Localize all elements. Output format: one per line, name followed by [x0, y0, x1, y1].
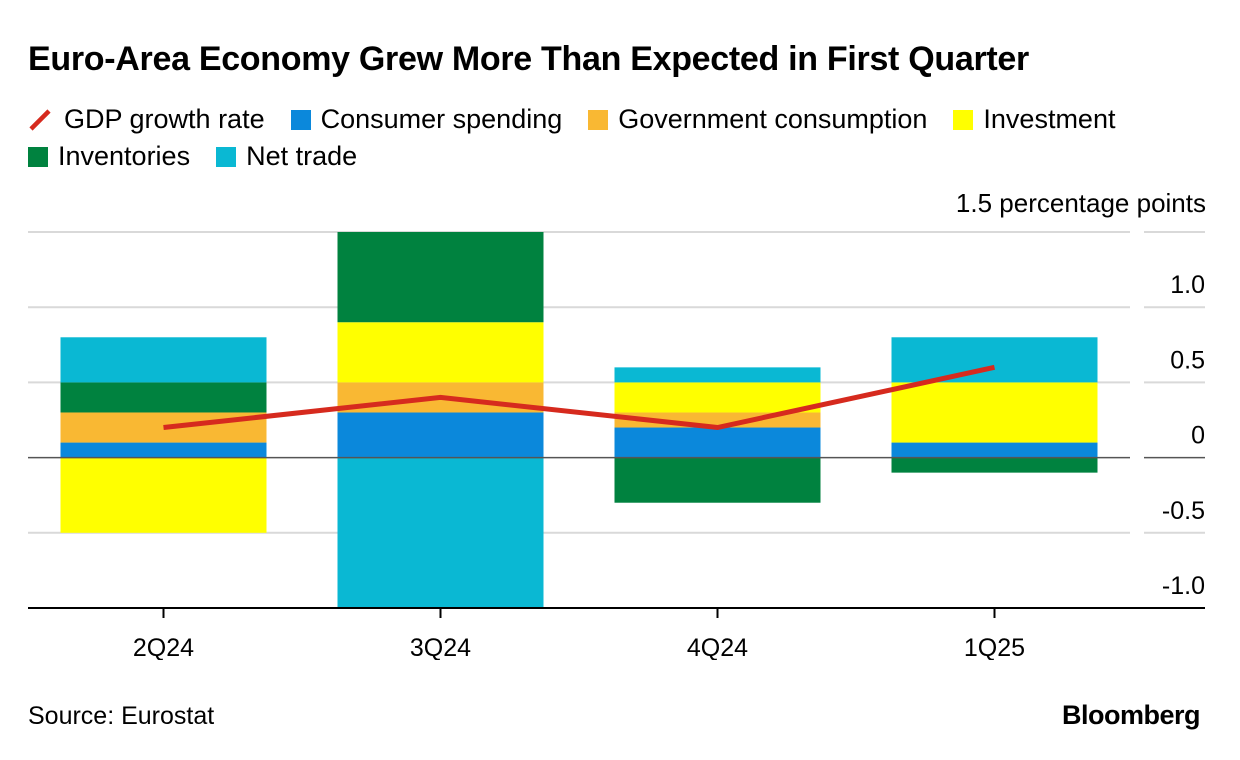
- tick-labels: -1.0 -0.5 0 0.5 1.0 2Q24 3Q24 4Q24 1Q25: [133, 271, 1205, 660]
- bar-segment-net_trade-4q24: [614, 367, 821, 383]
- legend-swatch-investment: [953, 109, 974, 130]
- legend: GDP growth rate Consumer spending Governme…: [28, 104, 1218, 172]
- stacked-bar-chart: -1.0 -0.5 0 0.5 1.0 2Q24 3Q24 4Q24 1Q25: [28, 231, 1205, 660]
- legend-item-consumer: Consumer spending: [290, 104, 563, 135]
- legend-label: GDP growth rate: [64, 104, 265, 134]
- bar-segment-consumer-2q24: [60, 442, 267, 458]
- y-tick-label: -1.0: [1162, 572, 1205, 600]
- legend-swatch-government: [588, 109, 609, 130]
- legend-swatch-net_trade: [216, 146, 237, 167]
- bar-segment-net_trade-1q25: [891, 337, 1098, 383]
- gdp-growth-line: [163, 364, 996, 431]
- chart-title: Euro-Area Economy Grew More Than Expecte…: [28, 40, 1029, 78]
- bar-segment-inventories-4q24: [614, 457, 821, 503]
- source-note: Source: Eurostat: [28, 702, 215, 730]
- y-axis-unit-label: 1.5 percentage points: [955, 188, 1206, 218]
- x-tick-label: 4Q24: [687, 634, 748, 660]
- y-tick-label: 0: [1191, 422, 1205, 450]
- bloomberg-logo: Bloomberg: [1061, 700, 1201, 730]
- y-tick-label: 0.5: [1170, 346, 1205, 374]
- legend-label: Consumer spending: [320, 104, 563, 134]
- bar-segment-inventories-3q24: [337, 232, 544, 323]
- y-tick-label: 1.0: [1170, 271, 1205, 299]
- legend-item-inventories: Inventories: [28, 141, 190, 172]
- bar-segment-inventories-2q24: [60, 382, 267, 413]
- legend-item-government: Government consumption: [588, 104, 927, 135]
- legend-swatch-gdp: [29, 108, 51, 131]
- legend-item-net_trade: Net trade: [216, 141, 357, 172]
- bar-segment-net_trade-2q24: [60, 337, 267, 383]
- bar-segment-consumer-3q24: [337, 412, 544, 458]
- legend-swatch-inventories: [28, 146, 48, 167]
- bar-segment-investment-1q25: [891, 382, 1098, 443]
- axes: [28, 456, 1205, 618]
- legend-label: Inventories: [58, 141, 191, 171]
- bar-segment-net_trade-3q24: [337, 457, 544, 608]
- legend-item-gdp: GDP growth rate: [28, 104, 265, 135]
- bar-segment-investment-3q24: [337, 322, 544, 383]
- legend-label: Government consumption: [618, 104, 928, 134]
- legend-item-investment: Investment: [953, 104, 1115, 135]
- legend-label: Net trade: [246, 141, 358, 171]
- bar-segment-consumer-4q24: [614, 427, 821, 458]
- y-tick-label: -0.5: [1162, 497, 1205, 525]
- x-tick-label: 3Q24: [410, 634, 471, 660]
- bars: [60, 232, 1098, 608]
- x-tick-label: 2Q24: [133, 634, 194, 660]
- bar-segment-investment-4q24: [614, 382, 821, 413]
- bar-segment-investment-2q24: [60, 457, 267, 533]
- bar-segment-consumer-1q25: [891, 442, 1098, 458]
- legend-swatch-consumer: [290, 109, 311, 130]
- bar-segment-inventories-1q25: [891, 457, 1098, 473]
- gdp-line-layer: [163, 364, 996, 431]
- x-tick-label: 1Q25: [964, 634, 1025, 660]
- legend-label: Investment: [983, 104, 1116, 134]
